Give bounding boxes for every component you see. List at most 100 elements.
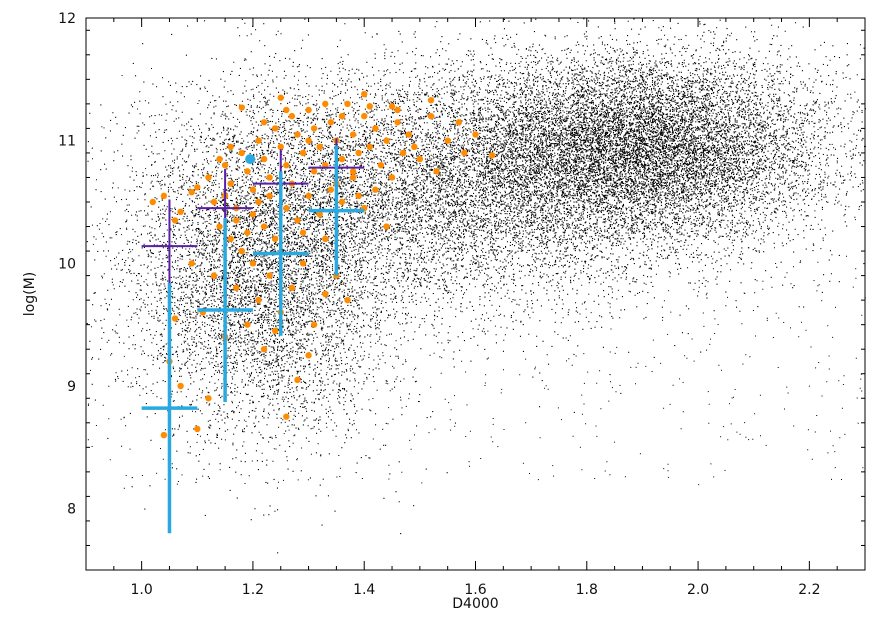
highlight-point (216, 223, 223, 230)
highlight-point (461, 149, 468, 157)
highlight-point (299, 229, 307, 236)
highlight-point (305, 106, 312, 114)
highlight-point (283, 413, 290, 420)
highlight-point (283, 162, 290, 169)
highlight-point (216, 155, 223, 163)
highlight-point (383, 223, 390, 230)
highlight-point (288, 284, 296, 292)
highlight-point (366, 143, 373, 150)
highlight-point (205, 174, 212, 181)
highlight-point (411, 143, 418, 150)
highlight-point (316, 143, 323, 150)
x-tick-label: 1.2 (242, 582, 264, 598)
highlight-point (260, 223, 268, 230)
highlight-point (238, 247, 245, 255)
highlight-point (299, 149, 307, 157)
highlight-point (377, 162, 385, 169)
highlight-point (238, 104, 245, 111)
highlight-point (271, 327, 279, 334)
highlight-point (283, 106, 290, 114)
highlight-point (260, 346, 268, 353)
highlight-point (283, 204, 290, 212)
highlight-point (327, 186, 335, 193)
highlight-point (310, 168, 318, 175)
y-tick-label: 10 (58, 256, 76, 272)
highlight-point (327, 119, 335, 126)
highlight-point (488, 152, 496, 159)
highlight-point (394, 119, 401, 126)
x-tick-label: 1.4 (353, 582, 375, 598)
x-tick-label: 2.2 (798, 582, 820, 598)
highlight-point (244, 168, 251, 175)
highlight-point (372, 186, 379, 193)
highlight-point (416, 155, 424, 163)
highlight-point (149, 198, 156, 206)
highlight-point (194, 184, 201, 191)
highlight-point (160, 192, 168, 200)
axis-ticks: 1.0 1.2 1.4 1.6 1.8 2.0 2.2 8 9 10 11 12 (58, 11, 866, 598)
highlight-point (294, 376, 301, 384)
highlight-point (249, 211, 257, 218)
highlight-point (433, 168, 440, 175)
highlight-point (394, 106, 401, 114)
highlight-point (266, 192, 273, 200)
highlight-point (305, 352, 312, 359)
highlight-point (277, 143, 284, 150)
error-bar-cyan-4 (141, 282, 198, 534)
highlight-point (266, 174, 273, 181)
highlight-point (255, 137, 262, 144)
highlight-point (227, 235, 234, 242)
highlight-point (171, 315, 179, 322)
error-bars (141, 138, 365, 534)
highlight-point (349, 168, 357, 175)
highlight-point (361, 90, 368, 98)
y-tick-label: 9 (67, 379, 76, 395)
highlight-point (444, 137, 451, 144)
highlight-point (266, 272, 273, 279)
highlight-point (305, 137, 312, 144)
highlight-point (249, 186, 257, 193)
highlight-point (338, 155, 346, 163)
highlight-point (405, 131, 412, 138)
highlight-point (249, 260, 257, 267)
y-axis-label: log(M) (22, 272, 38, 316)
y-tick-label: 8 (67, 502, 76, 518)
highlight-point (210, 272, 218, 279)
highlight-point (399, 149, 407, 157)
highlight-point (205, 395, 212, 402)
highlight-point (344, 296, 351, 304)
highlight-point (238, 149, 245, 157)
error-bar-cyan-6 (252, 171, 309, 336)
highlight-point (322, 290, 329, 298)
highlight-point (244, 229, 251, 236)
highlight-point (260, 155, 268, 163)
x-tick-label: 1.6 (464, 582, 486, 598)
x-tick-label: 1.0 (131, 582, 153, 598)
y-tick-label: 12 (58, 11, 76, 27)
highlight-point (299, 260, 307, 267)
highlight-point (472, 131, 479, 138)
marker-point-layer (245, 154, 256, 165)
highlight-point (316, 211, 323, 218)
highlight-point (338, 112, 346, 120)
highlight-point (361, 112, 368, 120)
highlight-point (171, 217, 179, 224)
highlight-point (322, 100, 329, 108)
highlight-point (427, 96, 435, 104)
highlight-point (255, 198, 262, 206)
error-bar-cyan-5 (197, 217, 253, 402)
highlight-point (194, 425, 201, 433)
highlight-point (188, 188, 195, 196)
highlight-point (277, 94, 284, 101)
highlight-point (233, 284, 240, 292)
highlight-point (210, 198, 218, 206)
highlight-point (160, 431, 168, 439)
highlight-point (388, 174, 396, 181)
error-bar-cyan-7 (308, 145, 365, 276)
highlight-point (305, 192, 312, 200)
highlight-point (455, 119, 463, 126)
highlight-point (188, 260, 195, 267)
highlight-point (227, 180, 234, 187)
x-tick-label: 1.8 (576, 582, 598, 598)
